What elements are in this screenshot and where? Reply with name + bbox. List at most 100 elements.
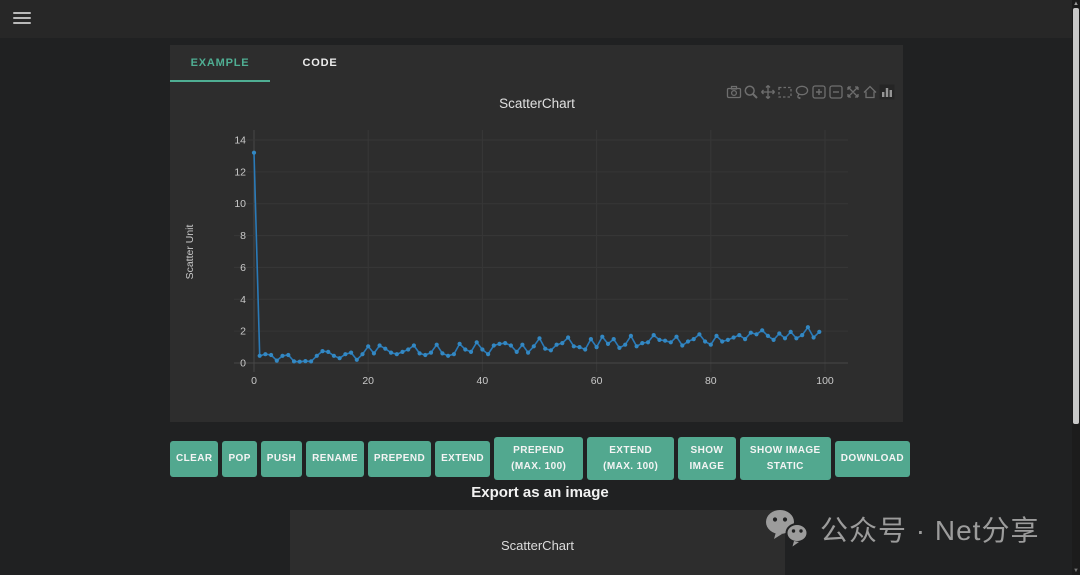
scatter-marker — [651, 333, 656, 338]
zoom-icon[interactable] — [742, 84, 759, 100]
y-axis-title: Scatter Unit — [184, 224, 196, 279]
scatter-marker — [360, 352, 365, 357]
scatter-marker — [708, 342, 713, 347]
scatter-marker — [594, 345, 599, 350]
scatter-marker — [394, 352, 399, 357]
scatter-marker — [383, 346, 388, 351]
tab-example[interactable]: EXAMPLE — [170, 45, 270, 82]
scatter-marker — [634, 344, 639, 349]
tab-bar: EXAMPLE CODE — [170, 45, 903, 82]
scrollbar-thumb[interactable] — [1073, 8, 1079, 424]
scatter-marker — [263, 352, 268, 357]
button-prepend[interactable]: PREPEND — [367, 440, 432, 477]
scatter-marker — [737, 333, 742, 338]
scatter-marker — [331, 353, 336, 358]
button-rename[interactable]: RENAME — [306, 440, 364, 477]
scrollbar-up-arrow[interactable]: ▲ — [1073, 1, 1079, 7]
vertical-scrollbar[interactable]: ▲ ▼ — [1072, 0, 1080, 575]
scatter-marker — [566, 335, 571, 340]
scatter-marker — [457, 341, 462, 346]
scatter-marker — [451, 352, 456, 357]
button-pop[interactable]: POP — [222, 440, 257, 477]
scatter-marker — [491, 343, 496, 348]
button-clear[interactable]: CLEAR — [170, 440, 219, 477]
scatter-marker — [371, 351, 376, 356]
example-card: EXAMPLE CODE 0 2 4 6 8 10 12 14 0 20 40 60 80 100 Scat… — [170, 45, 903, 422]
x-tick-label: 20 — [362, 375, 374, 387]
zoom-in-icon[interactable] — [810, 84, 827, 100]
scatter-marker — [685, 339, 691, 344]
scatter-marker — [251, 150, 257, 155]
home-icon[interactable] — [861, 84, 878, 100]
scatter-marker — [725, 337, 731, 342]
watermark-text: 公众号 · Net分享 — [820, 515, 1040, 546]
scatter-chart-svg[interactable]: 0 2 4 6 8 10 12 14 0 20 40 60 80 100 ScatterChart Scatt… — [170, 82, 903, 422]
scatter-marker — [257, 353, 262, 358]
scatter-marker — [366, 344, 371, 349]
scatter-marker — [503, 341, 508, 346]
scatter-marker — [314, 353, 319, 358]
y-tick-label: 8 — [240, 230, 246, 242]
scatter-marker — [760, 328, 765, 333]
autoscale-icon[interactable] — [844, 84, 861, 100]
scatter-marker — [703, 339, 708, 344]
plotly-logo-icon[interactable] — [878, 84, 895, 100]
button-download[interactable]: DOWNLOAD — [834, 440, 910, 477]
scatter-marker — [286, 352, 291, 358]
lasso-icon[interactable] — [793, 84, 810, 100]
top-app-bar — [0, 0, 1080, 38]
scatter-marker — [691, 337, 696, 342]
scatter-marker — [514, 349, 519, 354]
scatter-marker — [474, 340, 479, 345]
y-tick-label: 4 — [240, 294, 246, 306]
scatter-marker — [754, 332, 759, 337]
scatter-marker — [423, 352, 428, 358]
scatter-marker — [337, 356, 342, 361]
plotly-modebar — [725, 84, 895, 100]
scatter-marker — [674, 334, 679, 339]
scatter-marker — [291, 359, 297, 364]
scatter-marker — [720, 339, 725, 344]
exported-image-title: ScatterChart — [501, 538, 574, 553]
scatter-marker — [605, 341, 611, 346]
scatter-marker — [309, 359, 314, 364]
scatter-marker — [731, 335, 736, 340]
y-tick-label: 2 — [240, 326, 246, 338]
button-extend-max-100[interactable]: EXTEND (MAX. 100) — [587, 437, 675, 480]
scatter-marker — [680, 343, 685, 348]
scatter-marker — [377, 343, 382, 348]
scatter-marker — [611, 337, 616, 342]
scatter-marker — [548, 348, 553, 353]
scatter-marker — [440, 351, 445, 356]
scatter-marker — [600, 334, 605, 339]
scatter-marker — [497, 341, 502, 346]
scatter-marker — [571, 344, 576, 349]
button-show-image-static[interactable]: SHOW IMAGE STATIC — [739, 437, 831, 480]
scatter-marker — [617, 345, 622, 350]
pan-icon[interactable] — [759, 84, 776, 100]
tab-code[interactable]: CODE — [302, 56, 338, 69]
zoom-out-icon[interactable] — [827, 84, 844, 100]
wechat-icon — [766, 510, 809, 547]
button-push[interactable]: PUSH — [260, 440, 303, 477]
chart-title: ScatterChart — [499, 96, 575, 111]
scatter-marker — [788, 329, 793, 334]
scatter-marker — [782, 336, 788, 341]
scatter-marker — [640, 341, 645, 346]
button-show-image[interactable]: SHOW IMAGE — [678, 437, 736, 480]
scrollbar-down-arrow[interactable]: ▼ — [1073, 568, 1079, 574]
camera-icon[interactable] — [725, 84, 742, 100]
box-select-icon[interactable] — [776, 84, 793, 100]
button-prepend-max-100[interactable]: PREPEND (MAX. 100) — [494, 437, 584, 480]
y-tick-label: 10 — [234, 198, 246, 210]
scatter-marker — [434, 342, 439, 347]
menu-hamburger-icon[interactable] — [13, 12, 31, 26]
scatter-marker — [388, 350, 394, 355]
scatter-marker — [303, 359, 308, 364]
scatter-marker — [537, 336, 542, 341]
scatter-marker — [354, 357, 359, 362]
exported-image-panel: ScatterChart — [290, 510, 785, 575]
watermark: 公众号 · Net分享 — [763, 508, 1039, 550]
button-extend[interactable]: EXTEND — [435, 440, 491, 477]
